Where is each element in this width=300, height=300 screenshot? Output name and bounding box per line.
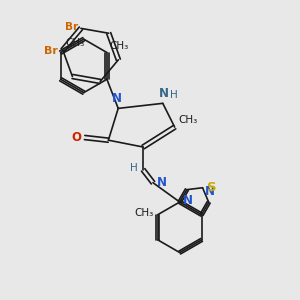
Text: H: H [130,164,138,173]
Text: N: N [159,87,169,101]
Text: Br: Br [44,46,58,56]
Text: N: N [205,185,215,198]
Text: N: N [112,92,122,105]
Text: CH₃: CH₃ [66,38,85,49]
Text: H: H [169,90,177,100]
Text: N: N [183,194,193,206]
Text: Br: Br [65,22,78,32]
Text: CH₃: CH₃ [178,115,197,125]
Text: CH₃: CH₃ [134,208,153,218]
Text: O: O [71,131,81,144]
Text: N: N [157,176,166,189]
Text: CH₃: CH₃ [109,41,128,51]
Text: S: S [207,181,217,194]
